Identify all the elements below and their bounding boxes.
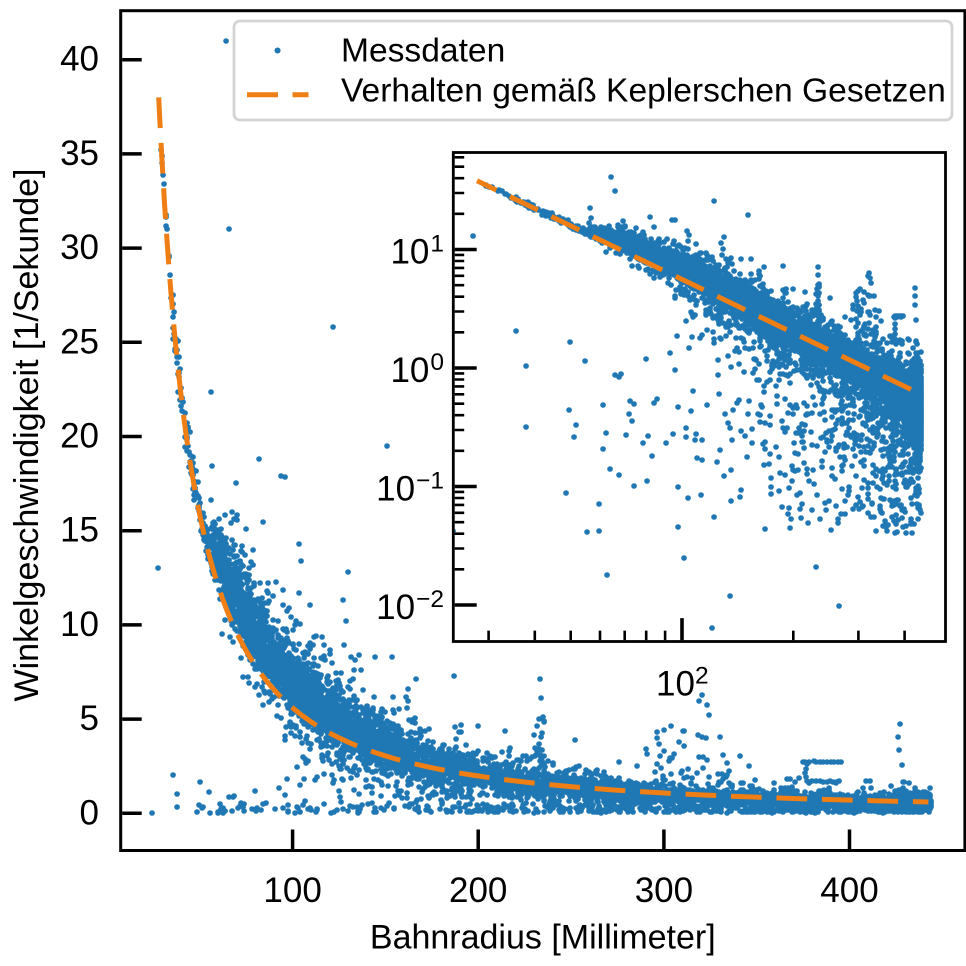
svg-text:1: 1 <box>430 231 444 258</box>
svg-text:10: 10 <box>376 470 415 509</box>
svg-text:40: 40 <box>60 40 99 79</box>
svg-text:Verhalten gemäß Keplerschen Ge: Verhalten gemäß Keplerschen Gesetzen <box>341 73 946 110</box>
svg-text:0: 0 <box>430 349 444 376</box>
svg-text:5: 5 <box>80 699 99 738</box>
svg-text:30: 30 <box>60 228 99 267</box>
svg-text:20: 20 <box>60 417 99 456</box>
svg-text:Messdaten: Messdaten <box>341 33 505 70</box>
svg-text:10: 10 <box>390 351 429 390</box>
svg-text:400: 400 <box>820 871 878 910</box>
svg-text:Bahnradius [Millimeter]: Bahnradius [Millimeter] <box>370 919 716 957</box>
svg-text:35: 35 <box>60 134 99 173</box>
svg-text:−2: −2 <box>416 586 444 613</box>
svg-text:200: 200 <box>449 871 507 910</box>
svg-text:100: 100 <box>263 871 321 910</box>
svg-text:10: 10 <box>390 233 429 272</box>
svg-text:15: 15 <box>60 511 99 550</box>
svg-text:0: 0 <box>80 793 99 832</box>
svg-text:Winkelgeschwindigkeit [1/Sekun: Winkelgeschwindigkeit [1/Sekunde] <box>8 169 46 702</box>
svg-text:25: 25 <box>60 322 99 361</box>
svg-text:−1: −1 <box>416 468 444 495</box>
svg-text:10: 10 <box>376 588 415 627</box>
svg-text:10: 10 <box>60 605 99 644</box>
svg-text:300: 300 <box>635 871 693 910</box>
